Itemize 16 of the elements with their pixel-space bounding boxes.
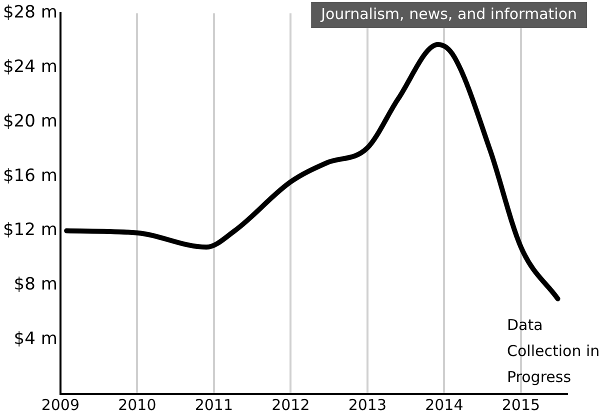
chart-title: Journalism, news, and information: [320, 4, 578, 23]
annotation: Data Collection in Progress: [507, 316, 600, 386]
y-tick-label: $20 m: [2, 111, 58, 132]
x-tick-label: 2014: [425, 396, 464, 414]
y-tick-label: $16 m: [2, 166, 58, 186]
x-tick-label: 2009: [41, 396, 80, 414]
y-tick-label: $24 m: [2, 57, 58, 78]
y-tick-label: $12 m: [2, 220, 58, 240]
x-tick-label: 2013: [348, 396, 387, 414]
x-tick-label: 2015: [502, 396, 540, 414]
x-tick-label: 2010: [118, 396, 156, 414]
y-tick-label: $4 m: [14, 329, 58, 350]
x-tick-label: 2012: [272, 396, 310, 414]
y-tick-label: $8 m: [14, 274, 58, 295]
x-tick-label: 2011: [194, 396, 234, 414]
y-tick-label: $28 m: [2, 2, 58, 23]
